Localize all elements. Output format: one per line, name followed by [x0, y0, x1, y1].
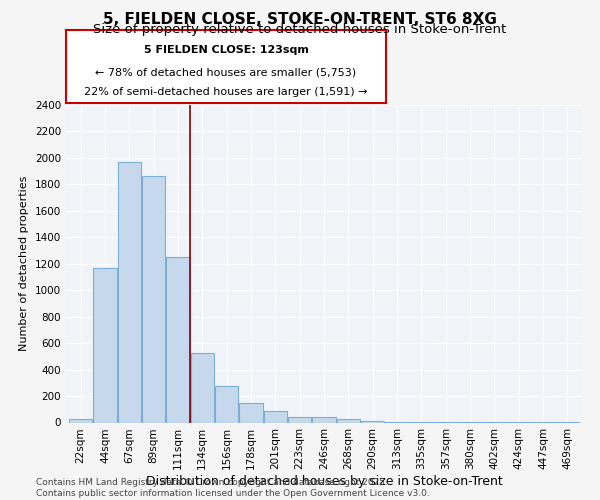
Text: Contains HM Land Registry data © Crown copyright and database right 2025.
Contai: Contains HM Land Registry data © Crown c… — [36, 478, 430, 498]
Text: 5, FIELDEN CLOSE, STOKE-ON-TRENT, ST6 8XG: 5, FIELDEN CLOSE, STOKE-ON-TRENT, ST6 8X… — [103, 12, 497, 28]
Bar — [166, 257, 190, 422]
Text: ← 78% of detached houses are smaller (5,753): ← 78% of detached houses are smaller (5,… — [95, 67, 356, 77]
Text: 5 FIELDEN CLOSE: 123sqm: 5 FIELDEN CLOSE: 123sqm — [143, 46, 308, 56]
Bar — [313, 417, 335, 422]
Bar — [69, 418, 92, 422]
Text: 22% of semi-detached houses are larger (1,591) →: 22% of semi-detached houses are larger (… — [84, 86, 368, 97]
Bar — [142, 176, 165, 422]
Bar — [118, 162, 141, 422]
Bar — [215, 386, 238, 422]
Y-axis label: Number of detached properties: Number of detached properties — [19, 176, 29, 352]
Bar — [288, 417, 311, 422]
Bar — [361, 420, 384, 422]
Text: Size of property relative to detached houses in Stoke-on-Trent: Size of property relative to detached ho… — [94, 22, 506, 36]
Bar — [191, 353, 214, 422]
X-axis label: Distribution of detached houses by size in Stoke-on-Trent: Distribution of detached houses by size … — [146, 475, 502, 488]
Bar — [337, 419, 360, 422]
Bar — [94, 268, 116, 422]
Bar — [264, 412, 287, 422]
Bar — [239, 402, 263, 422]
